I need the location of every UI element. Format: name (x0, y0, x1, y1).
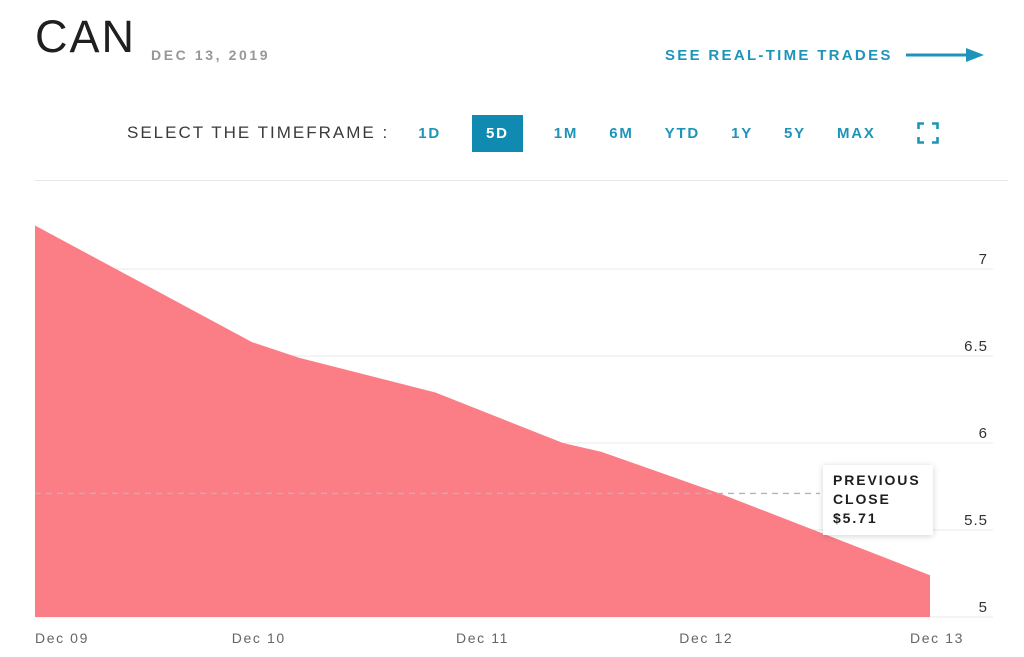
x-axis-tick-label: Dec 13 (910, 630, 964, 646)
timeframe-option-6m[interactable]: 6M (609, 115, 633, 152)
timeframe-label: SELECT THE TIMEFRAME : (127, 123, 390, 142)
fullscreen-icon[interactable] (916, 122, 939, 144)
price-chart-area: 7 6.5 6 5.5 5 Dec 09 Dec 10 Dec 11 Dec 12 Dec 13 … (0, 180, 1024, 657)
previous-close-value: $5.71 (833, 510, 878, 526)
timeframe-option-1y[interactable]: 1Y (731, 115, 753, 152)
timeframe-option-max[interactable]: MAX (837, 115, 876, 152)
timeframe-option-5d[interactable]: 5D (472, 114, 523, 152)
previous-close-annotation: PREVIOUS CLOSE $5.71 (823, 465, 933, 535)
timeframe-option-1m[interactable]: 1M (554, 115, 578, 152)
previous-close-label: PREVIOUS CLOSE (833, 472, 921, 507)
y-axis-tick-label: 5 (979, 599, 988, 616)
arrow-right-icon (905, 48, 984, 62)
x-axis-tick-label: Dec 12 (679, 630, 733, 646)
y-axis-tick-label: 6.5 (964, 338, 988, 355)
x-axis-tick-label: Dec 10 (232, 630, 286, 646)
timeframe-selector: SELECT THE TIMEFRAME : 1D 5D 1M 6M YTD 1… (127, 112, 939, 154)
header-divider (35, 180, 1008, 181)
fullscreen-expand-icon (916, 122, 939, 144)
price-area-chart: 7 6.5 6 5.5 5 Dec 09 Dec 10 Dec 11 Dec 12 Dec 13 (35, 225, 993, 646)
y-axis-tick-label: 6 (979, 425, 988, 442)
see-real-time-trades-label: SEE REAL-TIME TRADES (665, 46, 893, 64)
timeframe-option-ytd[interactable]: YTD (665, 115, 700, 152)
x-axis-tick-label: Dec 11 (456, 630, 509, 646)
x-axis-tick-label: Dec 09 (35, 630, 89, 646)
y-axis-tick-label: 5.5 (964, 512, 988, 529)
timeframe-option-1d[interactable]: 1D (418, 115, 441, 152)
timeframe-option-5y[interactable]: 5Y (784, 115, 806, 152)
y-axis-tick-label: 7 (979, 251, 988, 268)
quote-date-label: DEC 13, 2019 (151, 47, 271, 63)
stock-symbol-title: CAN (35, 11, 137, 62)
see-real-time-trades-link[interactable]: SEE REAL-TIME TRADES (665, 46, 985, 64)
price-area-series (35, 225, 930, 617)
